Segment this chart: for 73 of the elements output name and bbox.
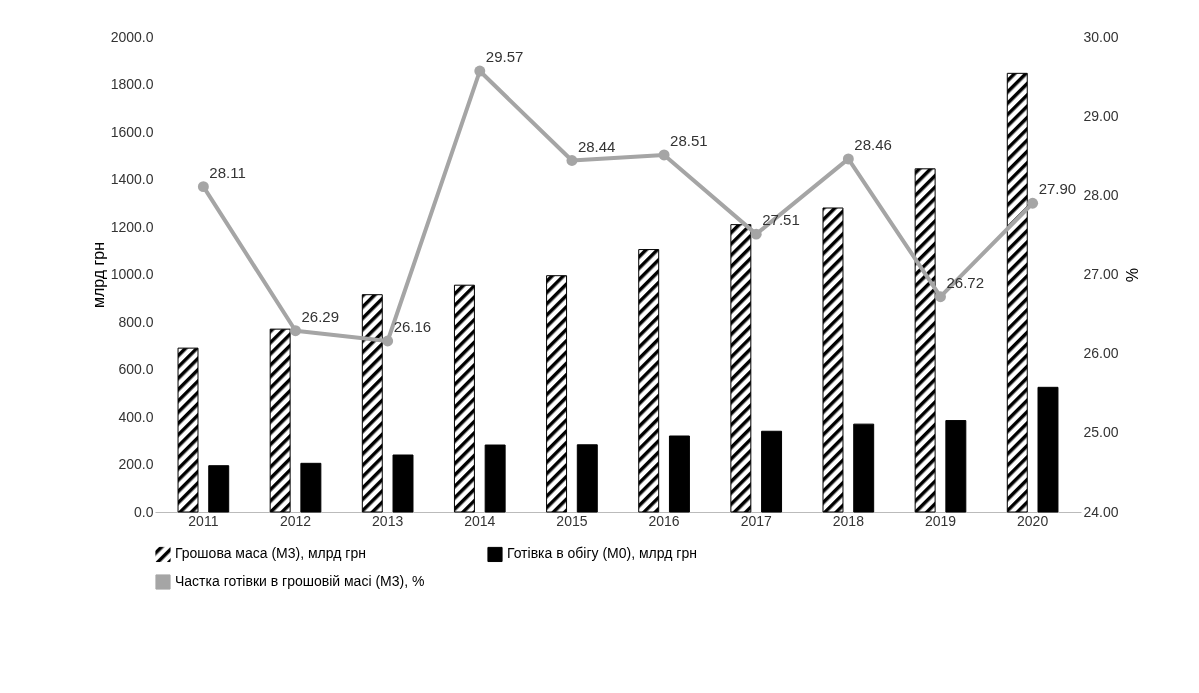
data-label: 26.29 [301, 307, 340, 325]
data-label: 27.90 [1038, 180, 1077, 198]
data-label: 28.44 [577, 137, 616, 155]
point [474, 65, 486, 77]
y-tick-label: 800.0 [118, 313, 154, 330]
y2-tick-label: 30.00 [1083, 28, 1119, 45]
y-tick-label: 600.0 [118, 361, 154, 377]
x-tick-label: 2012 [279, 512, 312, 529]
bar [822, 207, 844, 513]
point [842, 153, 854, 165]
data-label: 26.16 [393, 318, 432, 335]
point [382, 335, 394, 347]
bar [761, 430, 783, 513]
y-tick-label: 1800.0 [110, 76, 154, 92]
x-tick-label: 2016 [648, 512, 680, 529]
y-tick-label: 1600.0 [110, 123, 154, 140]
bar [392, 454, 414, 513]
point [935, 291, 946, 303]
point [658, 149, 670, 161]
legend-label: Грошова маса (М3), млрд грн [175, 545, 366, 562]
y2-axis-title: % [1122, 267, 1140, 283]
y-tick-label: 200.0 [118, 456, 154, 472]
y2-tick-label: 26.00 [1083, 345, 1119, 362]
bar [484, 444, 506, 513]
y2-tick-label: 24.00 [1083, 503, 1119, 520]
bar [638, 249, 660, 513]
point [1027, 197, 1039, 209]
y-tick-label: 1400.0 [110, 171, 154, 187]
bar [546, 275, 568, 513]
bar [453, 284, 475, 513]
x-tick-label: 2014 [464, 512, 496, 529]
y2-tick-label: 27.00 [1083, 266, 1119, 282]
x-tick-label: 2017 [740, 512, 772, 529]
y-tick-label: 400.0 [118, 408, 154, 425]
point [290, 325, 301, 337]
legend-label: Частка готівки в грошовій масі (М3), % [175, 573, 425, 589]
bar [914, 168, 936, 513]
data-label: 26.72 [946, 273, 985, 291]
y-axis-title: млрд грн [89, 241, 107, 309]
y2-tick-label: 25.00 [1083, 424, 1119, 441]
point [197, 181, 209, 193]
data-label: 28.11 [209, 163, 246, 181]
bar [208, 465, 230, 513]
bar [269, 328, 291, 513]
bar [730, 224, 752, 513]
bar [361, 294, 383, 513]
legend-label: Готівка в обігу (М0), млрд грн [507, 545, 697, 562]
y2-tick-label: 29.00 [1083, 107, 1119, 124]
data-label: 28.46 [854, 135, 892, 153]
x-tick-label: 2015 [556, 512, 588, 529]
x-tick-label: 2013 [372, 512, 404, 529]
point [566, 155, 578, 166]
bar [853, 423, 875, 513]
point [750, 228, 762, 240]
bar [177, 347, 199, 513]
x-tick-label: 2018 [832, 512, 865, 529]
x-tick-label: 2019 [924, 512, 957, 529]
y2-tick-label: 28.00 [1083, 186, 1119, 203]
data-label: 27.51 [762, 211, 800, 229]
y-tick-label: 1200.0 [110, 218, 154, 235]
y-tick-label: 1000.0 [110, 266, 154, 282]
data-label: 28.51 [670, 131, 708, 149]
bar [945, 420, 967, 513]
bar [1037, 386, 1059, 513]
bar [300, 462, 322, 513]
y-tick-label: 0.0 [134, 503, 154, 520]
bar [576, 444, 598, 513]
data-label: 29.57 [485, 48, 524, 66]
bar [1006, 72, 1028, 513]
y-tick-label: 2000.0 [110, 28, 154, 45]
bar [668, 435, 690, 513]
x-tick-label: 2011 [188, 512, 219, 529]
x-tick-label: 2020 [1017, 512, 1049, 529]
